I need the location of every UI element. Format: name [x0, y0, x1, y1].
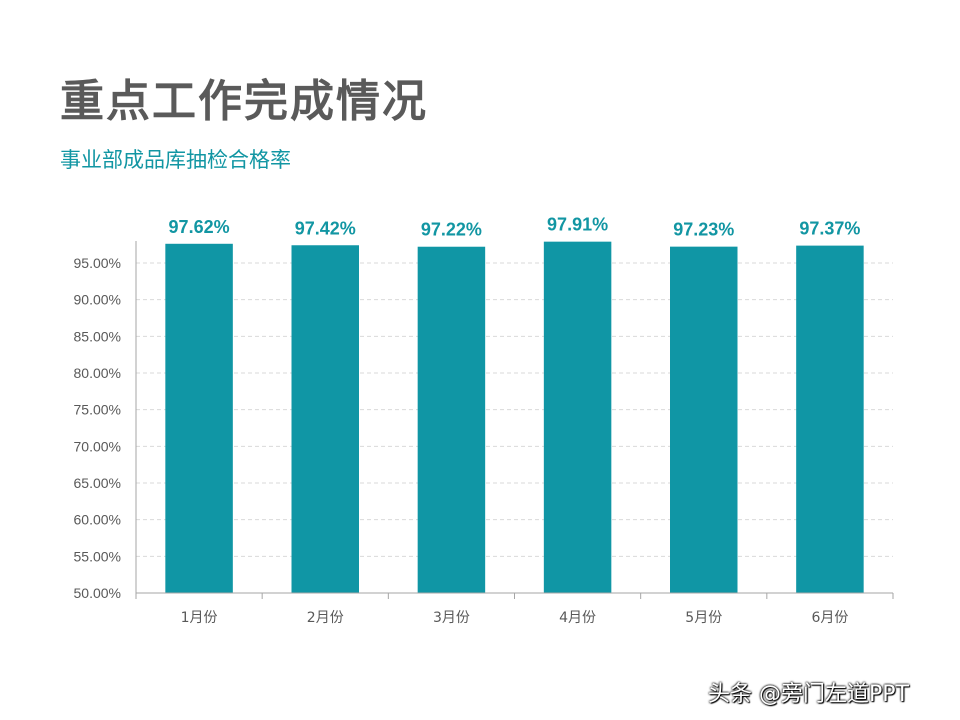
data-label: 97.37% [799, 219, 860, 239]
y-tick-label: 65.00% [74, 475, 121, 491]
watermark-text: 头条 @旁门左道PPT [708, 682, 909, 707]
x-tick-label: 2月份 [307, 610, 344, 626]
y-tick-label: 85.00% [74, 328, 121, 344]
bar-2 [291, 245, 359, 593]
x-tick-label: 1月份 [181, 610, 218, 626]
data-label: 97.23% [673, 220, 734, 240]
data-label: 97.22% [421, 220, 482, 240]
y-tick-label: 80.00% [74, 365, 121, 381]
data-label: 97.42% [295, 218, 356, 238]
bar-5 [670, 246, 738, 593]
y-tick-label: 50.00% [74, 585, 121, 601]
y-tick-label: 90.00% [74, 292, 121, 308]
y-tick-label: 60.00% [74, 512, 121, 528]
bar-3 [417, 246, 486, 593]
y-tick-label: 75.00% [74, 402, 121, 418]
y-tick-label: 95.00% [74, 255, 121, 271]
bar-1 [165, 243, 233, 593]
page-title: 重点工作完成情况 [60, 76, 428, 127]
y-tick-label: 55.00% [74, 548, 121, 564]
data-label: 97.62% [169, 217, 230, 237]
bar-4 [543, 241, 612, 593]
page-subtitle: 事业部成品库抽检合格率 [60, 148, 291, 172]
bar-6 [796, 245, 864, 593]
x-tick-label: 6月份 [811, 610, 848, 626]
x-tick-label: 5月份 [685, 610, 722, 626]
y-tick-label: 70.00% [74, 438, 121, 454]
x-tick-label: 3月份 [433, 610, 470, 626]
x-tick-label: 4月份 [559, 610, 596, 626]
data-label: 97.91% [547, 215, 608, 235]
